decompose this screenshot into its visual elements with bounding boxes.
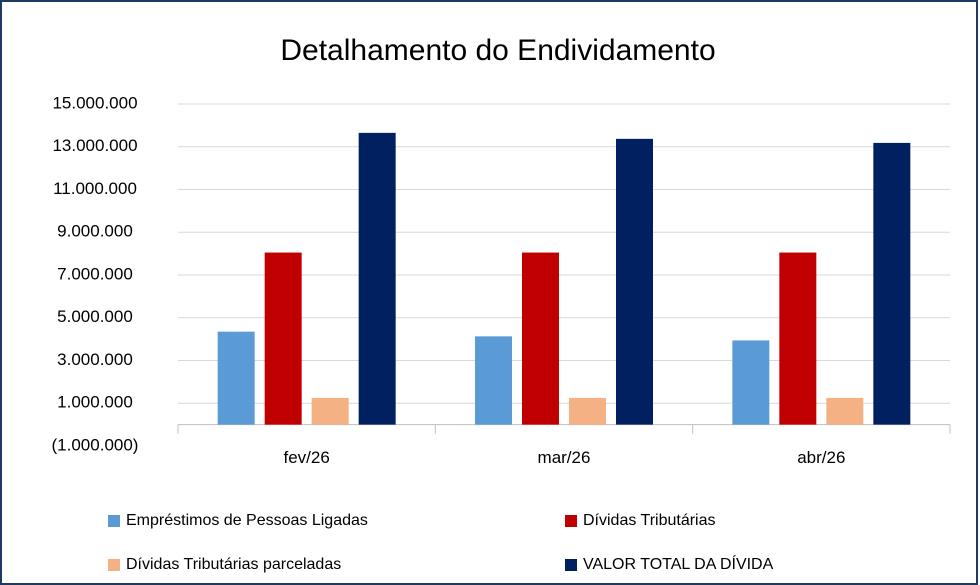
legend-label: Dívidas Tributárias — [583, 512, 716, 529]
y-tick-label: 3.000.000 — [57, 350, 133, 369]
y-tick-label: 7.000.000 — [57, 264, 133, 283]
y-tick-label: 9.000.000 — [57, 222, 133, 241]
x-tick-label: abr/26 — [797, 448, 845, 467]
bar — [475, 336, 512, 425]
legend-label: Dívidas Tributárias parceladas — [126, 556, 341, 573]
y-tick-label: 15.000.000 — [52, 93, 137, 112]
legend-label: VALOR TOTAL DA DÍVIDA — [583, 554, 774, 573]
bar — [569, 397, 606, 425]
bar — [217, 331, 255, 425]
legend-swatch — [108, 559, 120, 571]
bar — [616, 138, 653, 425]
y-tick-label: 13.000.000 — [52, 136, 137, 155]
legend-label: Empréstimos de Pessoas Ligadas — [126, 512, 368, 529]
bar — [311, 397, 349, 425]
bar — [732, 340, 770, 425]
y-tick-label: 5.000.000 — [57, 307, 133, 326]
bar — [779, 252, 817, 425]
bar — [522, 252, 559, 425]
y-tick-label: 1.000.000 — [57, 393, 133, 412]
chart-title: Detalhamento do Endividamento — [280, 34, 715, 67]
bar — [358, 132, 396, 425]
bar — [826, 397, 864, 425]
bar — [264, 252, 302, 425]
legend-swatch — [565, 559, 577, 571]
legend-swatch — [108, 515, 120, 527]
x-tick-label: fev/26 — [284, 448, 330, 467]
bar — [873, 142, 911, 425]
legend-swatch — [565, 515, 577, 527]
x-tick-label: mar/26 — [538, 448, 591, 467]
y-tick-label: (1.000.000) — [52, 435, 139, 454]
y-tick-label: 11.000.000 — [53, 179, 137, 198]
